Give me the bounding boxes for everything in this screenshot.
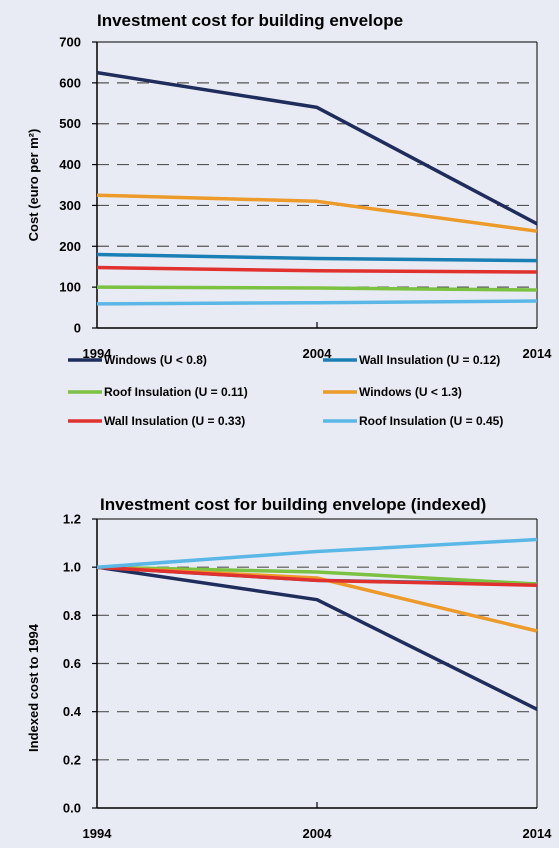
series-line-3	[96, 565, 538, 586]
series-line-5	[96, 565, 538, 587]
chart-title: Investment cost for building envelope	[97, 11, 403, 30]
legend-item: Windows (U < 1.3)	[323, 385, 462, 399]
legend-label: Wall Insulation (U = 0.33)	[104, 414, 245, 428]
series-line-1	[96, 70, 538, 226]
legend-item: Roof Insulation (U = 0.11)	[68, 385, 248, 399]
legend-label: Windows (U < 1.3)	[359, 385, 462, 399]
legend-label: Roof Insulation (U = 0.45)	[359, 414, 503, 428]
y-tick-label: 0.6	[63, 656, 81, 671]
series-line-6	[96, 299, 538, 306]
legend-item: Roof Insulation (U = 0.45)	[323, 414, 503, 428]
y-tick-label: 300	[59, 198, 81, 213]
series-line-4	[96, 193, 538, 233]
chart-cost: Investment cost for building envelope Co…	[26, 11, 552, 361]
x-tick-label: 2004	[303, 346, 333, 361]
series-line-6	[96, 537, 538, 569]
x-tick-label: 2014	[523, 826, 553, 841]
y-tick-label: 100	[59, 280, 81, 295]
series-line-5	[96, 265, 538, 274]
x-tick-label: 1994	[83, 346, 113, 361]
legend-item: Wall Insulation (U = 0.33)	[68, 414, 245, 428]
x-tick-label: 1994	[83, 826, 113, 841]
y-tick-label: 600	[59, 75, 81, 90]
y-tick-label: 1.0	[63, 560, 81, 575]
series-line-2	[96, 252, 538, 263]
chart-indexed: Investment cost for building envelope (i…	[26, 495, 552, 841]
y-tick-label: 1.2	[63, 512, 81, 527]
chart-title: Investment cost for building envelope (i…	[100, 495, 486, 514]
series-line-1	[96, 565, 538, 711]
y-tick-label: 0.2	[63, 752, 81, 767]
y-tick-label: 500	[59, 116, 81, 131]
y-tick-label: 0.8	[63, 608, 81, 623]
y-tick-label: 0.4	[63, 704, 82, 719]
legend-label: Roof Insulation (U = 0.11)	[104, 385, 248, 399]
legend-item: Wall Insulation (U = 0.12)	[323, 353, 500, 367]
y-axis-label: Indexed cost to 1994	[26, 623, 41, 752]
y-tick-label: 700	[59, 35, 81, 50]
y-axis-label: Cost (euro per m²)	[26, 129, 41, 242]
legend-label: Windows (U < 0.8)	[104, 353, 207, 367]
y-tick-label: 400	[59, 157, 81, 172]
y-tick-label: 0.0	[63, 801, 81, 816]
series-line-3	[96, 285, 538, 292]
y-tick-label: 200	[59, 239, 81, 254]
legend: Windows (U < 0.8) Wall Insulation (U = 0.…	[68, 353, 503, 428]
legend-label: Wall Insulation (U = 0.12)	[359, 353, 500, 367]
x-tick-label: 2004	[303, 826, 333, 841]
y-tick-label: 0	[74, 321, 81, 336]
x-tick-label: 2014	[523, 346, 553, 361]
legend-item: Windows (U < 0.8)	[68, 353, 207, 367]
